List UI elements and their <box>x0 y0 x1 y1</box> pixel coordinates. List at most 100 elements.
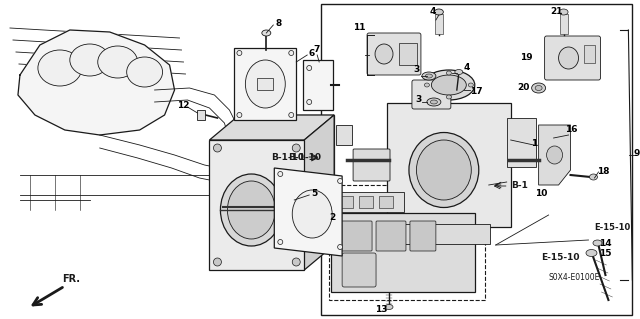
Text: 1: 1 <box>531 138 538 147</box>
Bar <box>339 196 353 208</box>
Ellipse shape <box>426 74 433 78</box>
Ellipse shape <box>278 172 283 176</box>
Bar <box>379 196 393 208</box>
Ellipse shape <box>547 146 563 164</box>
Text: 4: 4 <box>463 63 470 72</box>
Text: B-1-10: B-1-10 <box>271 152 304 161</box>
Text: 20: 20 <box>518 84 530 93</box>
Ellipse shape <box>307 100 312 105</box>
Bar <box>584 45 595 63</box>
Text: 6: 6 <box>308 48 314 57</box>
Text: 11: 11 <box>353 23 365 32</box>
Text: 21: 21 <box>550 8 563 17</box>
Text: 8: 8 <box>275 19 282 27</box>
FancyBboxPatch shape <box>410 221 436 251</box>
Bar <box>435 14 443 34</box>
Text: 5: 5 <box>311 189 317 197</box>
Ellipse shape <box>417 140 471 200</box>
Ellipse shape <box>427 98 441 106</box>
Text: FR.: FR. <box>62 274 80 284</box>
Ellipse shape <box>292 190 332 238</box>
Text: E-15-10: E-15-10 <box>541 254 580 263</box>
FancyBboxPatch shape <box>545 36 600 80</box>
Text: 4: 4 <box>429 8 436 17</box>
Text: 13: 13 <box>375 306 387 315</box>
Text: B-1-10: B-1-10 <box>288 153 321 162</box>
Polygon shape <box>209 115 334 140</box>
Ellipse shape <box>127 57 163 87</box>
FancyBboxPatch shape <box>353 149 390 181</box>
Ellipse shape <box>468 83 474 87</box>
Text: 17: 17 <box>470 86 483 95</box>
Ellipse shape <box>535 85 542 91</box>
Bar <box>321 4 632 315</box>
Ellipse shape <box>289 50 294 56</box>
Ellipse shape <box>338 244 342 249</box>
FancyBboxPatch shape <box>507 118 536 167</box>
Text: 12: 12 <box>177 100 190 109</box>
Ellipse shape <box>559 47 579 69</box>
Ellipse shape <box>70 44 109 76</box>
Ellipse shape <box>262 30 271 36</box>
Ellipse shape <box>409 132 479 207</box>
FancyBboxPatch shape <box>387 103 511 227</box>
Ellipse shape <box>278 240 283 244</box>
Ellipse shape <box>435 9 444 15</box>
Polygon shape <box>336 125 352 145</box>
FancyBboxPatch shape <box>342 253 376 287</box>
FancyBboxPatch shape <box>334 192 404 212</box>
Ellipse shape <box>586 249 597 256</box>
Ellipse shape <box>423 70 475 100</box>
Ellipse shape <box>245 60 285 108</box>
Polygon shape <box>239 115 334 245</box>
Ellipse shape <box>589 174 598 180</box>
Ellipse shape <box>430 100 437 104</box>
Ellipse shape <box>532 83 546 93</box>
Ellipse shape <box>431 75 467 95</box>
Polygon shape <box>275 168 342 256</box>
Bar <box>329 185 484 300</box>
Bar <box>399 43 417 65</box>
FancyBboxPatch shape <box>338 221 372 251</box>
Ellipse shape <box>214 144 221 152</box>
Text: 10: 10 <box>536 189 548 197</box>
Ellipse shape <box>292 144 300 152</box>
Bar <box>257 78 273 90</box>
Text: 9: 9 <box>633 149 639 158</box>
Ellipse shape <box>292 258 300 266</box>
Polygon shape <box>304 115 334 270</box>
Ellipse shape <box>338 179 342 183</box>
Polygon shape <box>18 30 175 135</box>
Bar <box>559 14 568 34</box>
Text: 19: 19 <box>520 54 533 63</box>
FancyBboxPatch shape <box>398 224 490 244</box>
FancyBboxPatch shape <box>331 213 475 292</box>
FancyBboxPatch shape <box>376 221 406 251</box>
Text: 2: 2 <box>329 213 335 222</box>
Ellipse shape <box>422 72 436 80</box>
Ellipse shape <box>385 305 393 309</box>
Ellipse shape <box>446 71 451 75</box>
Ellipse shape <box>307 65 312 70</box>
Ellipse shape <box>593 240 602 246</box>
Ellipse shape <box>227 181 275 239</box>
Text: E-15-10: E-15-10 <box>594 224 630 233</box>
Bar <box>359 196 373 208</box>
Ellipse shape <box>98 46 138 78</box>
Bar <box>234 48 296 120</box>
Text: B-1: B-1 <box>511 182 527 190</box>
Ellipse shape <box>38 50 82 86</box>
Ellipse shape <box>559 9 568 15</box>
Ellipse shape <box>214 258 221 266</box>
Ellipse shape <box>237 50 242 56</box>
Bar <box>303 60 333 110</box>
Ellipse shape <box>237 113 242 117</box>
Ellipse shape <box>289 113 294 117</box>
Ellipse shape <box>446 95 451 99</box>
Text: 14: 14 <box>599 239 612 248</box>
Ellipse shape <box>375 44 393 64</box>
Ellipse shape <box>455 70 463 75</box>
Text: 16: 16 <box>565 125 578 135</box>
Text: 3: 3 <box>414 65 420 75</box>
Polygon shape <box>209 140 304 270</box>
